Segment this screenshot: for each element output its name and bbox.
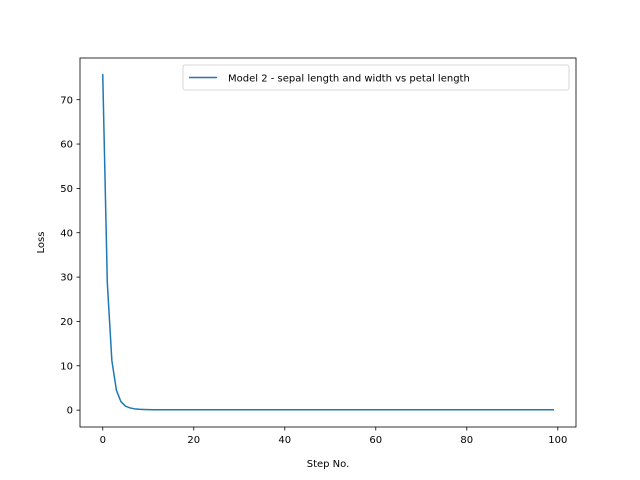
x-axis: 0 20 40 60 80 100	[100, 427, 567, 446]
x-tick-label: 100	[548, 435, 567, 446]
x-tick-label: 60	[369, 435, 382, 446]
x-tick-label: 20	[187, 435, 200, 446]
y-tick-label: 50	[60, 184, 73, 195]
x-axis-label: Step No.	[307, 459, 350, 470]
plot-area	[79, 57, 577, 428]
axes-frame	[79, 57, 577, 428]
legend-entry-0: Model 2 - sepal length and width vs peta…	[228, 74, 470, 85]
y-tick-label: 60	[60, 140, 73, 151]
y-axis-label: Loss	[36, 232, 47, 254]
x-tick-label: 0	[100, 435, 106, 446]
series-line-0	[101, 74, 554, 411]
legend: Model 2 - sepal length and width vs peta…	[182, 64, 570, 91]
y-tick-label: 10	[60, 361, 73, 372]
y-tick-label: 30	[60, 273, 73, 284]
x-tick-label: 40	[278, 435, 291, 446]
y-tick-label: 0	[67, 406, 73, 417]
y-tick-label: 40	[60, 228, 73, 239]
y-tick-label: 20	[60, 317, 73, 328]
x-tick-label: 80	[460, 435, 473, 446]
legend-box	[182, 64, 570, 91]
y-axis: 0 10 20 30 40 50 60 70	[60, 95, 80, 417]
y-tick-label: 70	[60, 95, 73, 106]
